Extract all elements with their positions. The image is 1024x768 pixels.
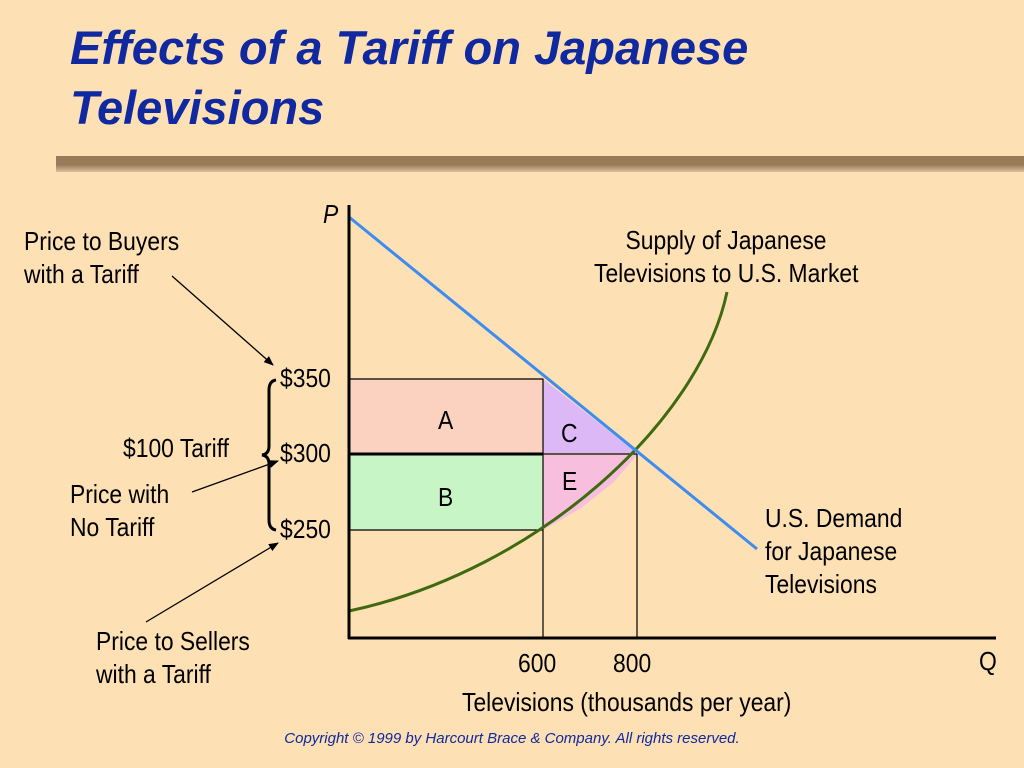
title-divider <box>56 156 1024 172</box>
demand-label: U.S. Demand for Japanese Televisions <box>765 502 902 601</box>
y-tick-350: $350 <box>280 363 331 393</box>
x-axis-symbol: Q <box>979 646 997 676</box>
demand-curve <box>348 215 758 551</box>
tariff-label: $100 Tariff <box>123 433 230 463</box>
x-tick-800: 800 <box>613 648 652 678</box>
arrow-sellers <box>145 542 279 623</box>
sellers-price-line-1: Price to Sellers <box>96 626 250 656</box>
copyright-notice: Copyright © 1999 by Harcourt Brace & Com… <box>284 730 740 747</box>
y-tick-250: $250 <box>280 514 331 544</box>
no-tariff-line-1: Price with <box>70 479 170 509</box>
x-tick-600: 600 <box>518 648 557 678</box>
no-tariff-line-2: No Tariff <box>70 512 155 542</box>
buyers-price-line-1: Price to Buyers <box>24 226 180 256</box>
demand-label-line-3: Televisions <box>765 569 877 599</box>
no-tariff-price-label: Price with No Tariff <box>70 478 169 544</box>
tariff-brace <box>261 378 277 532</box>
title-line-1: Effects of a Tariff on Japanese <box>70 21 749 74</box>
title-line-2: Televisions <box>70 81 325 134</box>
region-e-label: E <box>562 466 578 496</box>
demand-label-line-2: for Japanese <box>765 536 898 566</box>
region-c <box>543 379 637 453</box>
sellers-price-label: Price to Sellers with a Tariff <box>96 625 250 691</box>
demand-label-line-1: U.S. Demand <box>765 503 903 533</box>
y-tick-300: $300 <box>280 438 331 468</box>
slide-title: Effects of a Tariff on Japanese Televisi… <box>70 18 970 138</box>
supply-label: Supply of Japanese Televisions to U.S. M… <box>594 224 858 290</box>
region-b-label: B <box>438 482 454 512</box>
supply-label-line-1: Supply of Japanese <box>625 225 827 255</box>
y-axis-symbol: P <box>323 199 339 229</box>
supply-label-line-2: Televisions to U.S. Market <box>594 258 859 288</box>
buyers-price-label: Price to Buyers with a Tariff <box>24 225 179 291</box>
sellers-price-line-2: with a Tariff <box>96 659 211 689</box>
arrow-buyers <box>171 275 274 366</box>
arrow-no-tariff <box>191 460 279 493</box>
region-b <box>348 454 544 531</box>
region-c-label: C <box>561 418 578 448</box>
x-axis-title: Televisions (thousands per year) <box>462 687 792 717</box>
region-a-label: A <box>438 405 454 435</box>
buyers-price-line-2: with a Tariff <box>24 259 139 289</box>
supply-curve <box>348 291 729 613</box>
